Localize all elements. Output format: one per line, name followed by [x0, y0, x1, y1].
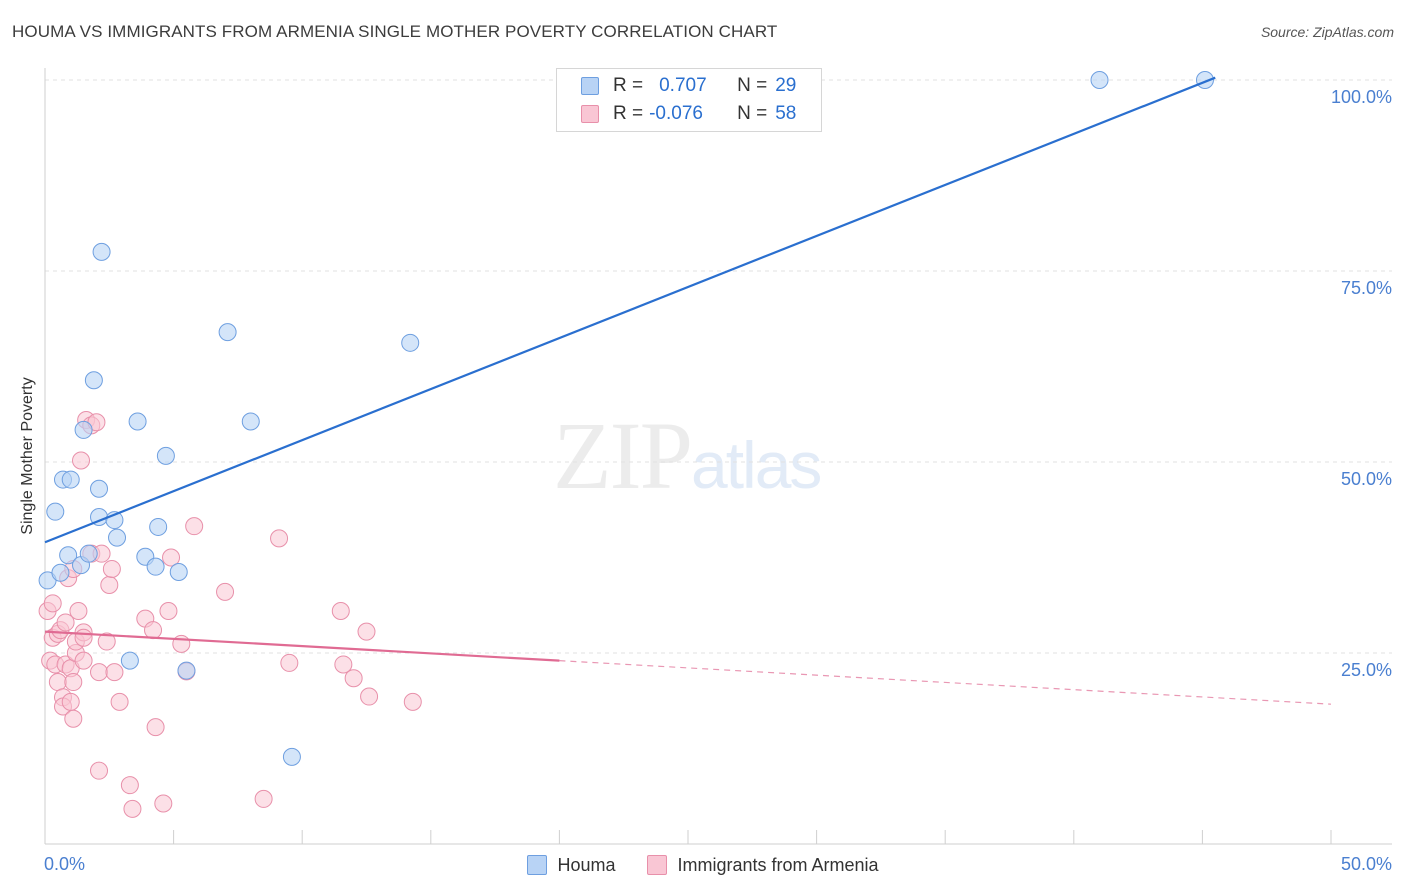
armenia-point [280, 653, 299, 672]
houma-point [169, 563, 188, 582]
y-tick-label: 100.0% [1331, 87, 1392, 107]
armenia-point [216, 582, 235, 601]
series-legend: Houma Immigrants from Armenia [0, 852, 1406, 878]
axes [44, 68, 1392, 845]
armenia-point [56, 613, 75, 632]
n-value: 29 [775, 75, 797, 96]
houma-swatch [527, 855, 548, 875]
houma-point [282, 747, 301, 766]
legend-row-houma: R = 0.707 N = 29 [581, 73, 796, 99]
armenia-points [38, 410, 422, 818]
armenia-point [48, 673, 67, 692]
y-axis-title: Single Mother Poverty [19, 377, 36, 535]
houma-points [38, 71, 1214, 766]
legend-label-armenia: Immigrants from Armenia [677, 854, 879, 875]
armenia-point [72, 451, 91, 470]
chart-title: HOUMA VS IMMIGRANTS FROM ARMENIA SINGLE … [12, 22, 778, 41]
armenia-point [344, 669, 363, 688]
armenia-point [144, 621, 163, 640]
n-label: N = [737, 103, 768, 124]
houma-point [177, 661, 196, 680]
legend-item-houma: Houma [527, 855, 615, 876]
houma-point [120, 651, 139, 670]
x-tick-label: 50.0% [1341, 854, 1392, 874]
houma-point [241, 412, 260, 431]
n-value: 58 [775, 103, 797, 124]
armenia-point [90, 663, 109, 682]
houma-point [61, 470, 80, 489]
armenia-trend-line [44, 630, 560, 662]
armenia-point [146, 718, 165, 737]
armenia-swatch [581, 105, 599, 123]
armenia-point [74, 651, 93, 670]
armenia-point [185, 517, 204, 536]
houma-point [51, 563, 70, 582]
armenia-point [123, 799, 142, 818]
houma-point [46, 502, 65, 521]
legend-label-houma: Houma [557, 854, 616, 875]
armenia-point [110, 692, 129, 711]
houma-point [108, 528, 127, 547]
armenia-point [43, 594, 62, 613]
armenia-point [105, 663, 124, 682]
armenia-point [74, 628, 93, 647]
tick-labels: 25.0% 50.0% 75.0% 100.0% 0.0% 50.0% [44, 87, 1392, 874]
houma-point [92, 242, 111, 261]
armenia-swatch [647, 855, 668, 875]
r-label: R = [613, 75, 644, 96]
correlation-legend: R = 0.707 N = 29 R = -0.076 N = 58 [556, 68, 822, 132]
armenia-trend-extension [559, 660, 1332, 705]
armenia-point [360, 687, 379, 706]
r-value: -0.076 [649, 103, 703, 124]
armenia-point [162, 548, 181, 567]
houma-point [84, 371, 103, 390]
armenia-point [64, 709, 83, 728]
houma-point [156, 446, 175, 465]
armenia-point [154, 794, 173, 813]
r-value: 0.707 [659, 75, 707, 96]
legend-row-armenia: R = -0.076 N = 58 [581, 101, 796, 127]
armenia-point [357, 622, 376, 641]
grid-lines [45, 79, 1392, 654]
armenia-point [120, 776, 139, 795]
houma-swatch [581, 77, 599, 95]
houma-point [218, 323, 237, 342]
armenia-point [331, 601, 350, 620]
armenia-point [97, 632, 116, 651]
armenia-point [100, 576, 119, 595]
armenia-point [102, 559, 121, 578]
houma-point [1090, 71, 1109, 89]
armenia-point [90, 761, 109, 780]
armenia-point [270, 529, 289, 548]
n-label: N = [737, 75, 768, 96]
armenia-point [403, 692, 422, 711]
y-tick-label: 25.0% [1341, 660, 1392, 680]
armenia-point [64, 673, 83, 692]
armenia-point [69, 601, 88, 620]
legend-item-armenia: Immigrants from Armenia [647, 854, 879, 876]
watermark-atlas: atlas [691, 428, 822, 502]
x-tick-label: 0.0% [44, 854, 85, 874]
armenia-point [61, 692, 80, 711]
houma-point [128, 412, 147, 431]
houma-point [74, 420, 93, 439]
trend-lines [44, 76, 1332, 705]
armenia-point [334, 655, 353, 674]
houma-point [59, 546, 78, 565]
y-tick-label: 50.0% [1341, 469, 1392, 489]
watermark-zip: ZIP [553, 402, 693, 509]
houma-point [146, 557, 165, 576]
houma-point [79, 544, 98, 563]
armenia-point [159, 601, 178, 620]
houma-point [401, 333, 420, 352]
houma-point [149, 517, 168, 536]
y-tick-label: 75.0% [1341, 278, 1392, 298]
source-label: Source: ZipAtlas.com [1260, 24, 1394, 40]
armenia-point [254, 789, 273, 808]
r-label: R = [613, 103, 644, 124]
houma-trend-line [44, 76, 1216, 544]
watermark: ZIPatlas [553, 400, 822, 511]
houma-point [90, 479, 109, 498]
